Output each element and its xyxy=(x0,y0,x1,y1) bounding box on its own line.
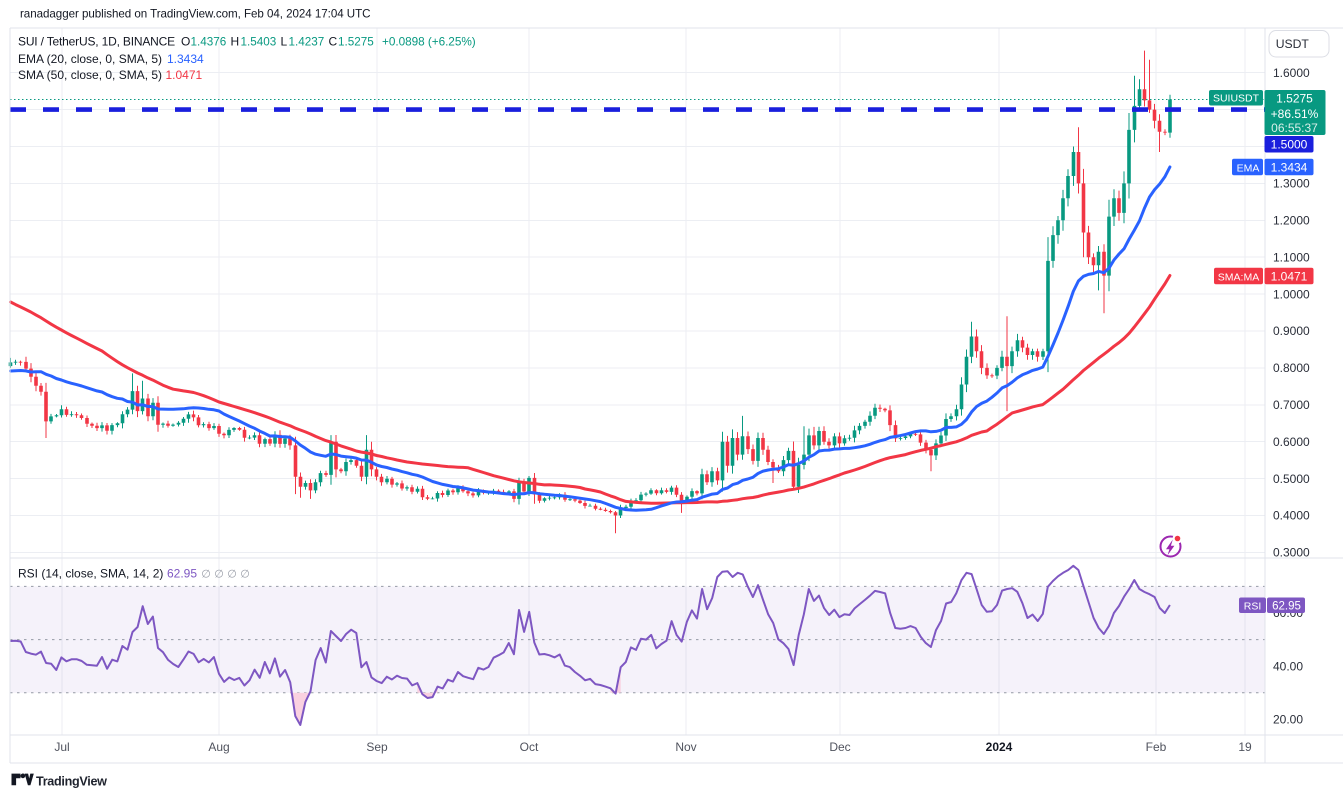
svg-text:20.00: 20.00 xyxy=(1273,713,1303,727)
svg-text:1.1000: 1.1000 xyxy=(1273,250,1310,264)
svg-text:+0.0898 (+6.25%): +0.0898 (+6.25%) xyxy=(382,35,476,49)
svg-text:1.5000: 1.5000 xyxy=(1271,138,1308,152)
svg-text:19: 19 xyxy=(1238,740,1252,754)
svg-text:1.6000: 1.6000 xyxy=(1273,66,1310,80)
svg-text:1.4237: 1.4237 xyxy=(289,36,325,49)
svg-text:62.95: 62.95 xyxy=(1272,600,1301,612)
svg-text:1.5403: 1.5403 xyxy=(241,36,277,49)
svg-text:0.4000: 0.4000 xyxy=(1273,509,1310,523)
svg-text:+86.51%: +86.51% xyxy=(1271,107,1319,121)
svg-text:SUI / TetherUS, 1D, BINANCE: SUI / TetherUS, 1D, BINANCE xyxy=(18,35,175,49)
svg-text:1.0471: 1.0471 xyxy=(1271,269,1308,283)
svg-text:C: C xyxy=(329,35,338,49)
svg-text:1.3434: 1.3434 xyxy=(167,52,204,66)
svg-text:EMA (20, close, 0, SMA, 5): EMA (20, close, 0, SMA, 5) xyxy=(18,52,162,66)
svg-text:ranadagger published on Tradin: ranadagger published on TradingView.com,… xyxy=(20,7,370,20)
svg-text:USDT: USDT xyxy=(1276,37,1310,51)
svg-text:H: H xyxy=(231,35,240,49)
svg-text:∅: ∅ xyxy=(227,568,237,580)
svg-text:Aug: Aug xyxy=(208,740,229,754)
svg-text:40.00: 40.00 xyxy=(1273,659,1303,673)
svg-text:Feb: Feb xyxy=(1146,740,1167,754)
svg-text:06:55:37: 06:55:37 xyxy=(1271,121,1318,135)
svg-text:O: O xyxy=(181,35,190,49)
svg-text:0.8000: 0.8000 xyxy=(1273,361,1310,375)
svg-text:62.95: 62.95 xyxy=(167,567,197,581)
svg-text:SMA (50, close, 0, SMA, 5): SMA (50, close, 0, SMA, 5) xyxy=(18,68,162,82)
svg-text:∅: ∅ xyxy=(201,568,211,580)
svg-text:0.6000: 0.6000 xyxy=(1273,435,1310,449)
svg-text:1.0000: 1.0000 xyxy=(1273,287,1310,301)
svg-text:SUIUSDT: SUIUSDT xyxy=(1213,93,1260,105)
svg-text:∅: ∅ xyxy=(240,568,250,580)
svg-text:Oct: Oct xyxy=(520,740,539,754)
svg-text:EMA: EMA xyxy=(1237,162,1260,174)
svg-text:1.3434: 1.3434 xyxy=(1271,160,1308,174)
svg-text:1.3000: 1.3000 xyxy=(1273,177,1310,191)
svg-text:Dec: Dec xyxy=(829,740,850,754)
svg-text:1.0471: 1.0471 xyxy=(166,68,203,82)
svg-text:Jul: Jul xyxy=(54,740,69,754)
svg-text:RSI: RSI xyxy=(1244,600,1262,612)
svg-text:1.4376: 1.4376 xyxy=(191,36,227,49)
svg-text:L: L xyxy=(281,35,288,49)
svg-text:0.3000: 0.3000 xyxy=(1273,546,1310,560)
svg-text:SMA:MA: SMA:MA xyxy=(1218,271,1259,283)
svg-text:∅: ∅ xyxy=(214,568,224,580)
svg-text:0.5000: 0.5000 xyxy=(1273,472,1310,486)
svg-text:Sep: Sep xyxy=(366,740,388,754)
svg-text:Nov: Nov xyxy=(675,740,696,754)
svg-text:1.2000: 1.2000 xyxy=(1273,214,1310,228)
svg-text:2024: 2024 xyxy=(986,740,1013,754)
svg-text:1.5275: 1.5275 xyxy=(1276,92,1313,106)
svg-text:1.5275: 1.5275 xyxy=(338,36,374,49)
svg-text:RSI (14, close, SMA, 14, 2): RSI (14, close, SMA, 14, 2) xyxy=(18,567,163,581)
svg-text:0.7000: 0.7000 xyxy=(1273,398,1310,412)
svg-text:0.9000: 0.9000 xyxy=(1273,324,1310,338)
svg-text:TradingView: TradingView xyxy=(36,775,107,789)
